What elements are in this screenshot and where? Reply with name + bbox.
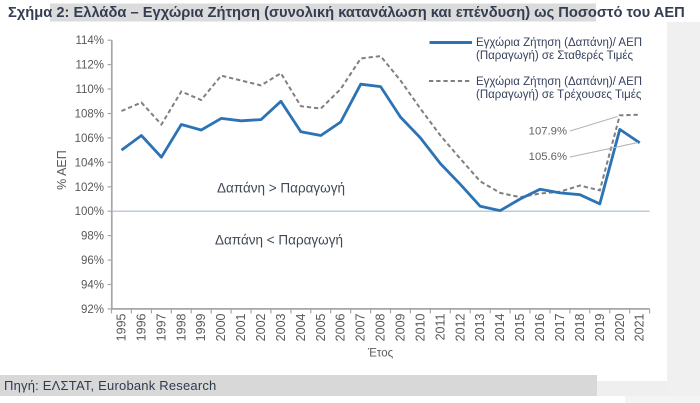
svg-text:92%: 92% — [81, 304, 104, 316]
svg-text:1995: 1995 — [115, 313, 129, 341]
svg-text:108%: 108% — [75, 109, 104, 121]
svg-text:100%: 100% — [75, 206, 104, 218]
svg-text:2011: 2011 — [433, 313, 447, 340]
svg-text:2003: 2003 — [274, 313, 288, 341]
svg-text:96%: 96% — [81, 255, 104, 267]
svg-text:Εγχώρια Ζήτηση (Δαπάνη)/ ΑΕΠ: Εγχώρια Ζήτηση (Δαπάνη)/ ΑΕΠ — [476, 37, 642, 49]
svg-text:102%: 102% — [75, 182, 104, 194]
svg-text:2001: 2001 — [234, 313, 248, 341]
svg-text:2014: 2014 — [493, 313, 507, 341]
svg-text:2021: 2021 — [633, 313, 647, 341]
svg-text:2010: 2010 — [413, 313, 427, 341]
svg-text:2017: 2017 — [553, 313, 567, 341]
svg-text:110%: 110% — [75, 84, 104, 96]
svg-text:Σχήμα 2: Ελλάδα – Εγχώρια Ζήτη: Σχήμα 2: Ελλάδα – Εγχώρια Ζήτηση (συνολι… — [8, 5, 685, 21]
svg-text:2018: 2018 — [573, 313, 587, 341]
svg-text:2000: 2000 — [214, 313, 228, 341]
svg-text:2005: 2005 — [314, 313, 328, 341]
svg-text:2008: 2008 — [374, 313, 388, 341]
svg-text:1997: 1997 — [154, 313, 168, 341]
svg-text:1996: 1996 — [134, 313, 148, 341]
svg-text:2013: 2013 — [473, 313, 487, 341]
svg-text:(Παραγωγή) σε Τρέχουσες Τιμές: (Παραγωγή) σε Τρέχουσες Τιμές — [476, 89, 642, 101]
svg-text:Δαπάνη < Παραγωγή: Δαπάνη < Παραγωγή — [215, 233, 343, 248]
svg-text:Δαπάνη > Παραγωγή: Δαπάνη > Παραγωγή — [217, 181, 345, 196]
svg-text:105.6%: 105.6% — [529, 151, 567, 163]
svg-text:2019: 2019 — [593, 313, 607, 341]
svg-text:(Παραγωγή) σε Σταθερές Τιμές: (Παραγωγή) σε Σταθερές Τιμές — [476, 50, 634, 62]
svg-text:Έτος: Έτος — [367, 348, 394, 360]
svg-text:2015: 2015 — [513, 313, 527, 341]
svg-text:2002: 2002 — [254, 313, 268, 341]
svg-text:2016: 2016 — [533, 313, 547, 341]
svg-text:2009: 2009 — [394, 313, 408, 341]
svg-text:104%: 104% — [75, 157, 104, 169]
svg-text:Εγχώρια Ζήτηση (Δαπάνη)/ ΑΕΠ: Εγχώρια Ζήτηση (Δαπάνη)/ ΑΕΠ — [476, 76, 642, 88]
svg-text:% ΑΕΠ: % ΑΕΠ — [55, 150, 69, 190]
svg-text:2007: 2007 — [354, 313, 368, 341]
svg-text:2006: 2006 — [334, 313, 348, 341]
svg-text:107.9%: 107.9% — [529, 126, 567, 138]
svg-text:98%: 98% — [81, 231, 104, 243]
svg-text:1999: 1999 — [194, 313, 208, 341]
svg-text:94%: 94% — [81, 280, 104, 292]
svg-text:106%: 106% — [75, 133, 104, 145]
svg-text:114%: 114% — [75, 35, 104, 47]
svg-text:112%: 112% — [75, 60, 104, 72]
svg-text:Πηγή: ΕΛΣΤΑΤ, Eurobank Researc: Πηγή: ΕΛΣΤΑΤ, Eurobank Research — [4, 378, 216, 393]
svg-text:2012: 2012 — [453, 313, 467, 341]
svg-text:2020: 2020 — [613, 313, 627, 341]
svg-text:1998: 1998 — [174, 313, 188, 341]
svg-text:2004: 2004 — [294, 313, 308, 341]
